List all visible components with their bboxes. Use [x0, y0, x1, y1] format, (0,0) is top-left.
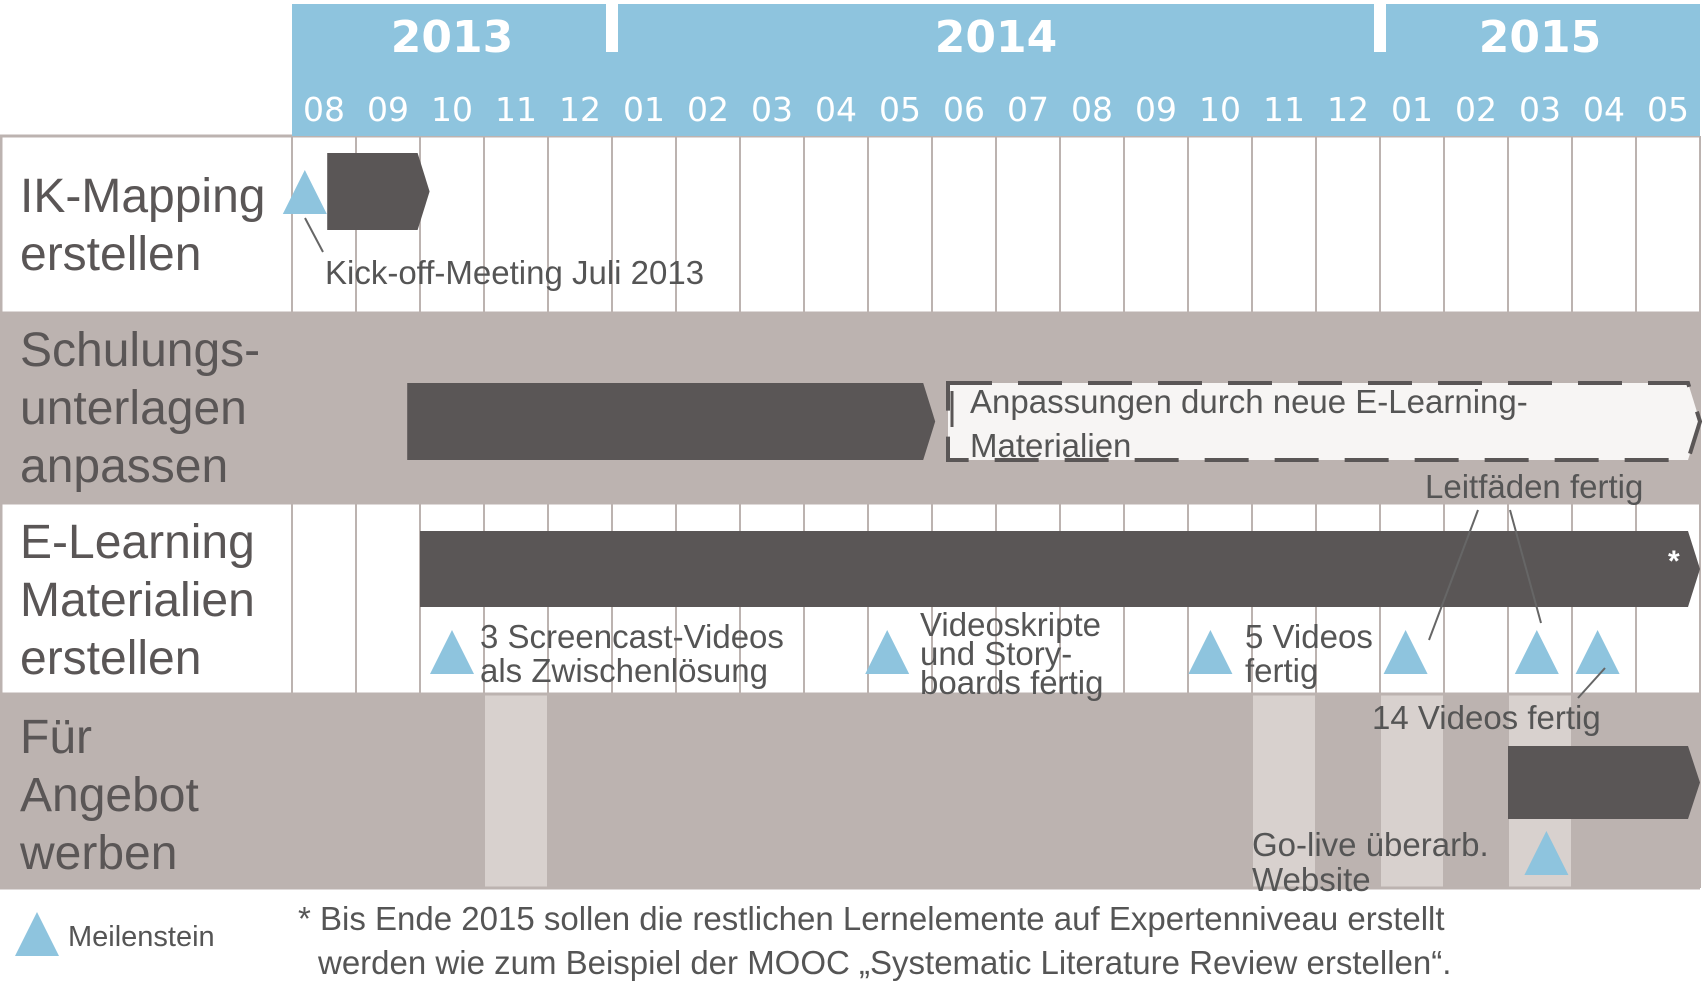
footnote-line: * Bis Ende 2015 sollen die restlichen Le… [298, 900, 1445, 937]
highlight-column [1253, 694, 1315, 887]
month-label: 05 [1647, 90, 1689, 129]
task-bar-dashed [946, 381, 1703, 462]
month-label: 09 [1135, 90, 1177, 129]
footnote-line: werden wie zum Beispiel der MOOC „System… [317, 944, 1451, 981]
row-label: unterlagen [20, 382, 247, 435]
month-label: 11 [495, 90, 537, 129]
bar-end-marker: * [1668, 545, 1680, 578]
month-label: 06 [943, 90, 985, 129]
leader-line [1509, 509, 1542, 624]
milestone-marker [1575, 630, 1620, 674]
month-label: 02 [1455, 90, 1497, 129]
milestone-label: Leitfäden fertig [1425, 468, 1643, 505]
task-bar [327, 153, 430, 230]
milestone-label: Website [1252, 861, 1371, 898]
month-label: 12 [559, 90, 601, 129]
month-label: 08 [303, 90, 345, 129]
month-label: 01 [1391, 90, 1433, 129]
bar-label: Materialien [970, 427, 1131, 464]
milestone-label: 14 Videos fertig [1372, 699, 1601, 736]
row-label: anpassen [20, 440, 228, 493]
bar-label: Anpassungen durch neue E-Learning- [970, 383, 1528, 420]
highlight-column [1381, 694, 1443, 887]
leader-line [1428, 509, 1479, 641]
row-label: werben [19, 827, 177, 880]
task-bar [1508, 746, 1700, 819]
timeline-header [292, 4, 1700, 136]
milestone-marker [1188, 630, 1233, 674]
task-bar [420, 531, 1700, 607]
task-bar [407, 383, 936, 460]
month-label: 09 [367, 90, 409, 129]
month-label: 05 [879, 90, 921, 129]
month-label: 10 [1199, 90, 1241, 129]
year-separator [1374, 4, 1386, 52]
month-label: 08 [1071, 90, 1113, 129]
row-label: Schulungs- [20, 324, 260, 377]
row-label: erstellen [20, 228, 201, 281]
legend-milestone-icon [15, 912, 59, 956]
milestone-marker [865, 630, 910, 674]
month-label: 01 [623, 90, 665, 129]
milestone-label: fertig [1245, 652, 1318, 689]
milestone-label: und Story- [920, 635, 1072, 672]
row-label: Angebot [20, 769, 199, 822]
month-label: 12 [1327, 90, 1369, 129]
month-label: 02 [687, 90, 729, 129]
milestone-marker [1514, 630, 1559, 674]
leader-line [1577, 667, 1606, 699]
year-label: 2015 [1479, 12, 1601, 63]
milestone-marker [282, 170, 327, 214]
month-label: 03 [751, 90, 793, 129]
milestone-label: 3 Screencast-Videos [480, 618, 784, 655]
row-label: Für [20, 711, 92, 764]
milestone-marker [1524, 831, 1569, 875]
year-separator [606, 4, 618, 52]
row-label: E-Learning [20, 516, 255, 569]
year-label: 2014 [935, 12, 1057, 63]
row-background [0, 136, 1700, 313]
milestone-label: Go-live überarb. [1252, 826, 1489, 863]
month-label: 07 [1007, 90, 1049, 129]
milestone-label: Kick-off-Meeting Juli 2013 [325, 254, 704, 291]
milestone-marker [1383, 630, 1428, 674]
year-label: 2013 [391, 12, 513, 63]
month-label: 11 [1263, 90, 1305, 129]
row-label: Materialien [20, 574, 255, 627]
row-label: erstellen [20, 632, 201, 685]
row-label: IK-Mapping [20, 170, 265, 223]
month-label: 04 [1583, 90, 1625, 129]
milestone-label: 5 Videos [1245, 618, 1373, 655]
month-label: 04 [815, 90, 857, 129]
legend-label: Meilenstein [68, 921, 215, 953]
leader-line [304, 217, 324, 253]
milestone-label: Videoskripte [920, 606, 1101, 643]
highlight-column [485, 694, 547, 887]
milestone-label: als Zwischenlösung [480, 652, 768, 689]
milestone-label: boards fertig [920, 664, 1103, 701]
month-label: 03 [1519, 90, 1561, 129]
milestone-marker [430, 630, 474, 674]
month-label: 10 [431, 90, 473, 129]
